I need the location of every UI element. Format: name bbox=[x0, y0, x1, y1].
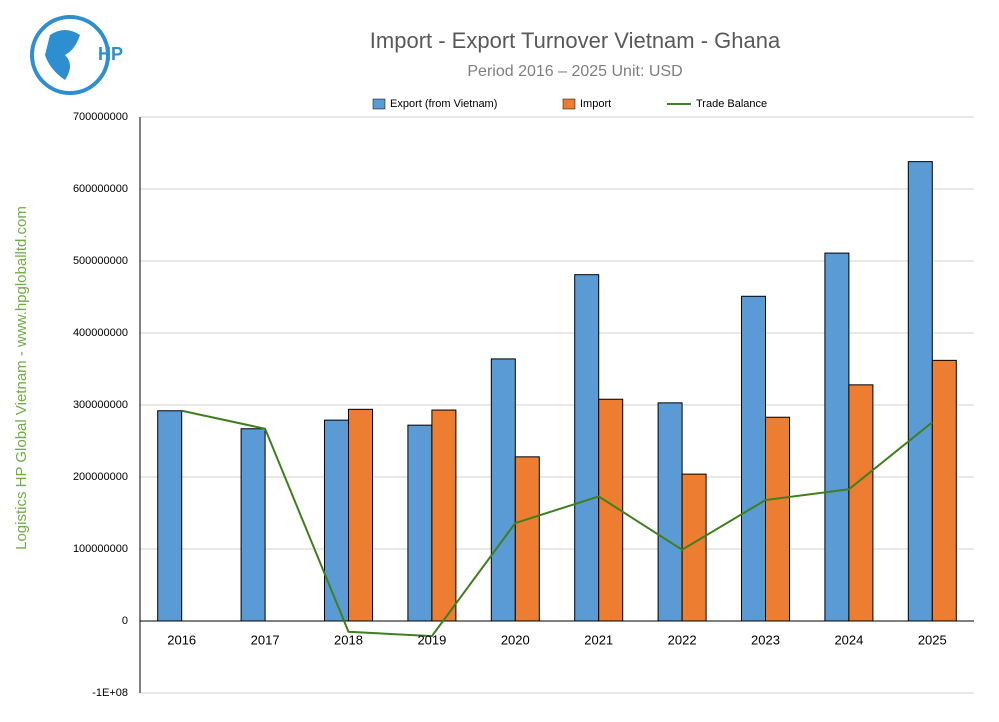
bar bbox=[907, 161, 933, 622]
logo: HP bbox=[30, 15, 123, 95]
x-tick-label: 2018 bbox=[334, 632, 363, 647]
bar bbox=[348, 408, 373, 622]
bar bbox=[324, 419, 349, 622]
bar bbox=[765, 416, 790, 622]
x-tick-label: 2025 bbox=[918, 632, 947, 647]
y-tick-label: 200000000 bbox=[73, 471, 128, 483]
legend-label: Import bbox=[580, 98, 611, 110]
y-tick-label: 600000000 bbox=[73, 183, 128, 195]
x-tick-label: 2016 bbox=[167, 632, 196, 647]
y-tick-label: 400000000 bbox=[73, 327, 128, 339]
bar bbox=[431, 409, 457, 622]
bar bbox=[931, 359, 957, 622]
bar bbox=[490, 358, 516, 622]
bar bbox=[240, 428, 266, 622]
legend-swatch bbox=[562, 98, 576, 110]
bar bbox=[574, 274, 600, 622]
side-text: Logistics HP Global Vietnam - www.hpglob… bbox=[13, 206, 30, 550]
legend-swatch bbox=[372, 98, 386, 110]
y-tick-label: 300000000 bbox=[73, 399, 128, 411]
x-tick-label: 2017 bbox=[251, 632, 280, 647]
trade-balance-line bbox=[181, 409, 933, 638]
x-tick-label: 2019 bbox=[417, 632, 446, 647]
legend-label: Export (from Vietnam) bbox=[390, 98, 497, 110]
bar bbox=[848, 384, 874, 622]
x-tick-label: 2024 bbox=[834, 632, 863, 647]
chart-subtitle: Period 2016 – 2025 Unit: USD bbox=[467, 63, 682, 80]
logo-text: HP bbox=[98, 44, 123, 64]
y-tick-label: 500000000 bbox=[73, 255, 128, 267]
bar bbox=[741, 295, 766, 622]
y-tick-label: 700000000 bbox=[73, 111, 128, 123]
x-tick-label: 2020 bbox=[501, 632, 530, 647]
bar bbox=[824, 252, 850, 622]
bar bbox=[157, 410, 183, 622]
y-tick-label: 0 bbox=[122, 615, 128, 627]
y-tick-label: 100000000 bbox=[73, 543, 128, 555]
x-tick-label: 2023 bbox=[751, 632, 780, 647]
bar bbox=[657, 402, 683, 622]
legend-label: Trade Balance bbox=[696, 98, 767, 110]
bar bbox=[407, 424, 433, 622]
x-tick-label: 2022 bbox=[668, 632, 697, 647]
x-tick-label: 2021 bbox=[584, 632, 613, 647]
chart-title: Import - Export Turnover Vietnam - Ghana bbox=[370, 28, 781, 53]
bar bbox=[514, 456, 540, 622]
y-tick-label: -1E+08 bbox=[92, 687, 128, 699]
